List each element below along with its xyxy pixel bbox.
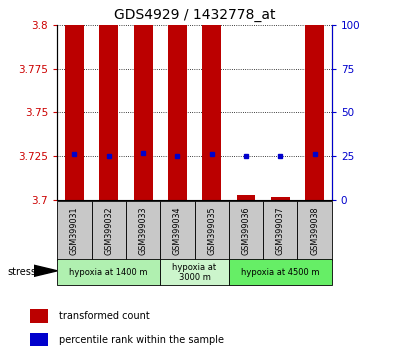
Polygon shape bbox=[34, 265, 57, 276]
Text: GSM399036: GSM399036 bbox=[241, 206, 250, 255]
Bar bbox=[30, 333, 48, 347]
Text: stress: stress bbox=[8, 267, 37, 277]
Bar bbox=[92, 201, 126, 260]
Bar bbox=[99, 25, 118, 200]
Title: GDS4929 / 1432778_at: GDS4929 / 1432778_at bbox=[114, 8, 275, 22]
Bar bbox=[160, 259, 229, 285]
Bar bbox=[30, 309, 48, 323]
Text: hypoxia at 1400 m: hypoxia at 1400 m bbox=[70, 268, 148, 277]
Text: GSM399032: GSM399032 bbox=[104, 206, 113, 255]
Bar bbox=[237, 195, 256, 200]
Bar bbox=[271, 196, 290, 200]
Text: hypoxia at 4500 m: hypoxia at 4500 m bbox=[241, 268, 320, 277]
Bar bbox=[263, 201, 297, 260]
Bar bbox=[297, 201, 332, 260]
Bar bbox=[202, 25, 221, 200]
Bar bbox=[160, 201, 195, 260]
Text: hypoxia at
3000 m: hypoxia at 3000 m bbox=[173, 263, 216, 282]
Bar bbox=[168, 25, 187, 200]
Text: transformed count: transformed count bbox=[59, 311, 150, 321]
Text: percentile rank within the sample: percentile rank within the sample bbox=[59, 335, 224, 344]
Bar bbox=[57, 201, 92, 260]
Bar bbox=[229, 259, 332, 285]
Text: GSM399038: GSM399038 bbox=[310, 206, 319, 255]
Bar bbox=[305, 25, 324, 200]
Text: GSM399033: GSM399033 bbox=[139, 206, 148, 255]
Bar bbox=[126, 201, 160, 260]
Bar bbox=[195, 201, 229, 260]
Text: GSM399037: GSM399037 bbox=[276, 206, 285, 255]
Bar bbox=[57, 259, 160, 285]
Text: GSM399035: GSM399035 bbox=[207, 206, 216, 255]
Text: GSM399031: GSM399031 bbox=[70, 206, 79, 255]
Bar bbox=[229, 201, 263, 260]
Bar bbox=[134, 25, 152, 200]
Text: GSM399034: GSM399034 bbox=[173, 206, 182, 255]
Bar bbox=[65, 25, 84, 200]
